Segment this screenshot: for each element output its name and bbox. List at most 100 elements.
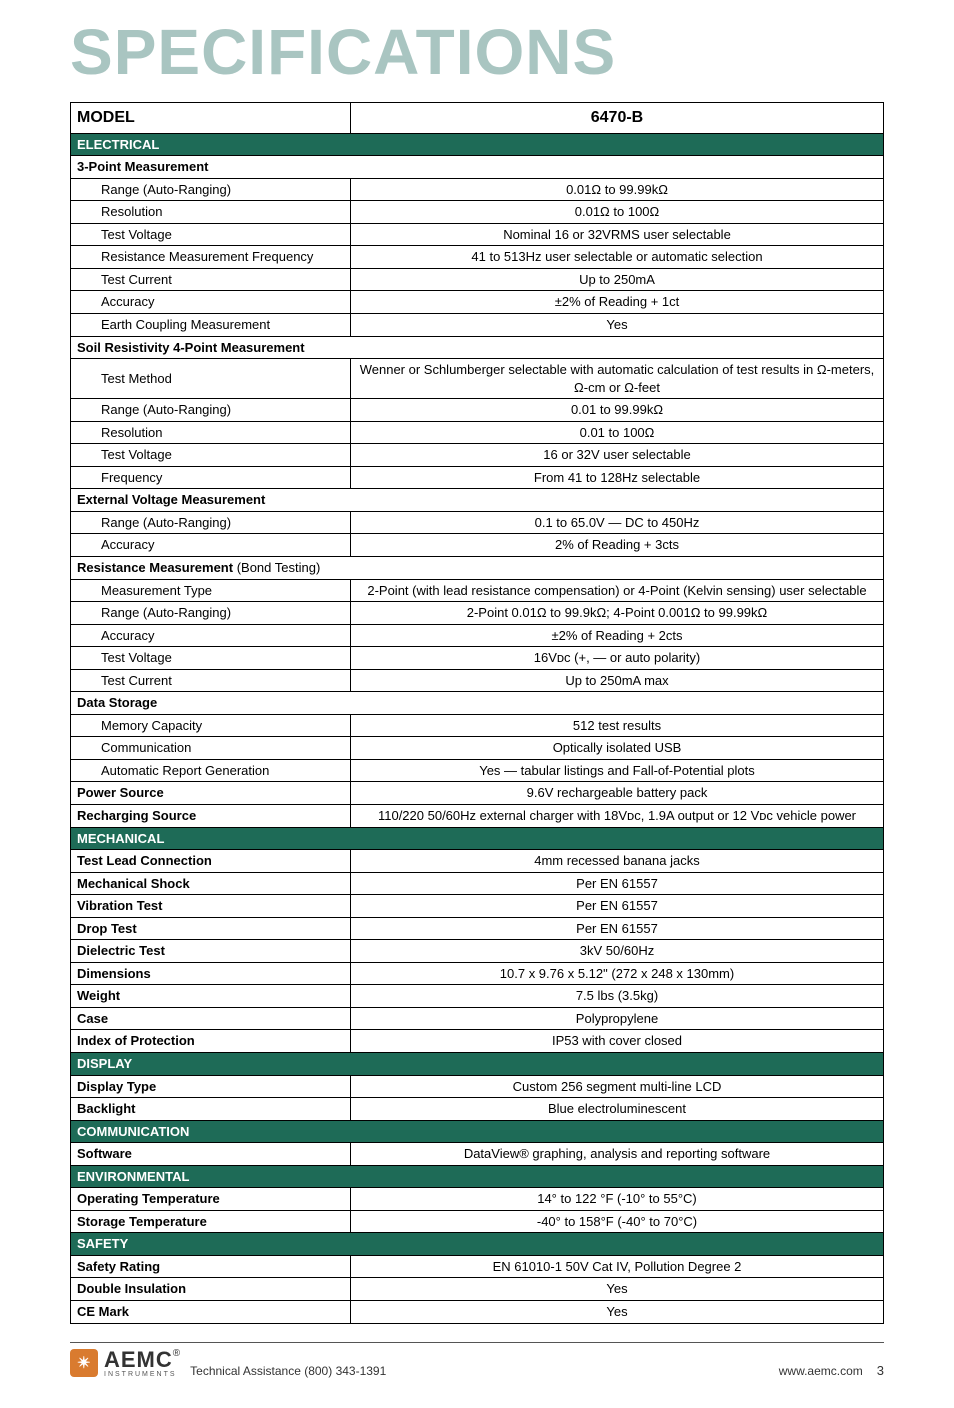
row-label: Index of Protection: [71, 1030, 351, 1053]
row-label: Mechanical Shock: [71, 872, 351, 895]
table-row: Vibration TestPer EN 61557: [71, 895, 884, 918]
table-row: Double InsulationYes: [71, 1278, 884, 1301]
row-label: Test Voltage: [71, 647, 351, 670]
row-value: 0.01Ω to 99.99kΩ: [351, 178, 884, 201]
row-label: Resolution: [71, 201, 351, 224]
row-label: Automatic Report Generation: [71, 759, 351, 782]
row-label: Range (Auto-Ranging): [71, 178, 351, 201]
table-row: External Voltage Measurement: [71, 489, 884, 512]
table-row: Test MethodWenner or Schlumberger select…: [71, 359, 884, 399]
row-label: Range (Auto-Ranging): [71, 511, 351, 534]
row-label: Earth Coupling Measurement: [71, 313, 351, 336]
table-row: Drop TestPer EN 61557: [71, 917, 884, 940]
table-row: Earth Coupling MeasurementYes: [71, 313, 884, 336]
table-row: Soil Resistivity 4-Point Measurement: [71, 336, 884, 359]
logo-subtext: INSTRUMENTS: [104, 1371, 180, 1378]
table-row: Test Lead Connection4mm recessed banana …: [71, 850, 884, 873]
row-value: 3kV 50/60Hz: [351, 940, 884, 963]
row-value: 10.7 x 9.76 x 5.12" (272 x 248 x 130mm): [351, 962, 884, 985]
row-label: Case: [71, 1007, 351, 1030]
section-row: SAFETY: [71, 1233, 884, 1256]
table-row: Memory Capacity512 test results: [71, 714, 884, 737]
row-value: Wenner or Schlumberger selectable with a…: [351, 359, 884, 399]
table-row: Safety RatingEN 61010-1 50V Cat IV, Poll…: [71, 1255, 884, 1278]
row-label: Measurement Type: [71, 579, 351, 602]
row-value: Per EN 61557: [351, 895, 884, 918]
row-label: Operating Temperature: [71, 1188, 351, 1211]
table-row: 3-Point Measurement: [71, 156, 884, 179]
row-label: Test Voltage: [71, 444, 351, 467]
table-row: Storage Temperature-40° to 158°F (-40° t…: [71, 1210, 884, 1233]
table-row: Test Voltage16 or 32V user selectable: [71, 444, 884, 467]
row-label: Soil Resistivity 4-Point Measurement: [71, 336, 884, 359]
row-label: Recharging Source: [71, 805, 351, 828]
section-label: MECHANICAL: [71, 827, 884, 850]
table-row: BacklightBlue electroluminescent: [71, 1098, 884, 1121]
section-label: COMMUNICATION: [71, 1120, 884, 1143]
row-value: 0.1 to 65.0V — DC to 450Hz: [351, 511, 884, 534]
row-label: Software: [71, 1143, 351, 1166]
table-row: Automatic Report GenerationYes — tabular…: [71, 759, 884, 782]
row-value: 2-Point (with lead resistance compensati…: [351, 579, 884, 602]
table-row: Power Source9.6V rechargeable battery pa…: [71, 782, 884, 805]
page-footer: ✴ AEMC® INSTRUMENTS Technical Assistance…: [70, 1342, 884, 1378]
row-value: IP53 with cover closed: [351, 1030, 884, 1053]
table-row: Test CurrentUp to 250mA max: [71, 669, 884, 692]
table-row: Range (Auto-Ranging)0.01Ω to 99.99kΩ: [71, 178, 884, 201]
header-model: MODEL: [71, 103, 351, 134]
table-row: FrequencyFrom 41 to 128Hz selectable: [71, 466, 884, 489]
row-label: Communication: [71, 737, 351, 760]
table-row: Display TypeCustom 256 segment multi-lin…: [71, 1075, 884, 1098]
section-label: ENVIRONMENTAL: [71, 1165, 884, 1188]
row-value: EN 61010-1 50V Cat IV, Pollution Degree …: [351, 1255, 884, 1278]
row-value: 2-Point 0.01Ω to 99.9kΩ; 4-Point 0.001Ω …: [351, 602, 884, 625]
table-row: Measurement Type2-Point (with lead resis…: [71, 579, 884, 602]
row-label: Double Insulation: [71, 1278, 351, 1301]
table-row: Weight7.5 lbs (3.5kg): [71, 985, 884, 1008]
row-label: Range (Auto-Ranging): [71, 399, 351, 422]
logo-badge-icon: ✴: [70, 1349, 98, 1377]
row-value: ±2% of Reading + 1ct: [351, 291, 884, 314]
row-label: Test Lead Connection: [71, 850, 351, 873]
row-label: Dielectric Test: [71, 940, 351, 963]
row-value: Per EN 61557: [351, 872, 884, 895]
table-row: Resolution0.01 to 100Ω: [71, 421, 884, 444]
row-label: Dimensions: [71, 962, 351, 985]
row-label: Accuracy: [71, 624, 351, 647]
page-number: 3: [877, 1363, 884, 1378]
row-label: Power Source: [71, 782, 351, 805]
row-label: Range (Auto-Ranging): [71, 602, 351, 625]
row-value: Per EN 61557: [351, 917, 884, 940]
table-row: Range (Auto-Ranging)0.1 to 65.0V — DC to…: [71, 511, 884, 534]
section-label: DISPLAY: [71, 1053, 884, 1076]
section-label: ELECTRICAL: [71, 133, 884, 156]
table-row: Data Storage: [71, 692, 884, 715]
row-label: Safety Rating: [71, 1255, 351, 1278]
table-row: SoftwareDataView® graphing, analysis and…: [71, 1143, 884, 1166]
table-row: Test VoltageNominal 16 or 32VRMS user se…: [71, 223, 884, 246]
row-label: Vibration Test: [71, 895, 351, 918]
footer-url: www.aemc.com: [779, 1364, 863, 1378]
row-value: 16Vᴅᴄ (+, — or auto polarity): [351, 647, 884, 670]
row-label: Resistance Measurement (Bond Testing): [71, 556, 884, 579]
table-row: Mechanical ShockPer EN 61557: [71, 872, 884, 895]
row-value: Yes — tabular listings and Fall-of-Poten…: [351, 759, 884, 782]
assistance-text: Technical Assistance (800) 343-1391: [190, 1364, 386, 1378]
row-value: Blue electroluminescent: [351, 1098, 884, 1121]
table-row: CE MarkYes: [71, 1301, 884, 1324]
row-value: 0.01Ω to 100Ω: [351, 201, 884, 224]
row-value: 16 or 32V user selectable: [351, 444, 884, 467]
row-value: 512 test results: [351, 714, 884, 737]
row-value: 0.01 to 100Ω: [351, 421, 884, 444]
row-label: Resistance Measurement Frequency: [71, 246, 351, 269]
row-value: 41 to 513Hz user selectable or automatic…: [351, 246, 884, 269]
row-value: Up to 250mA max: [351, 669, 884, 692]
section-row: DISPLAY: [71, 1053, 884, 1076]
row-value: 2% of Reading + 3cts: [351, 534, 884, 557]
row-value: 7.5 lbs (3.5kg): [351, 985, 884, 1008]
row-value: Yes: [351, 1301, 884, 1324]
row-value: Optically isolated USB: [351, 737, 884, 760]
row-label: Weight: [71, 985, 351, 1008]
table-row: Accuracy±2% of Reading + 2cts: [71, 624, 884, 647]
table-row: Recharging Source110/220 50/60Hz externa…: [71, 805, 884, 828]
